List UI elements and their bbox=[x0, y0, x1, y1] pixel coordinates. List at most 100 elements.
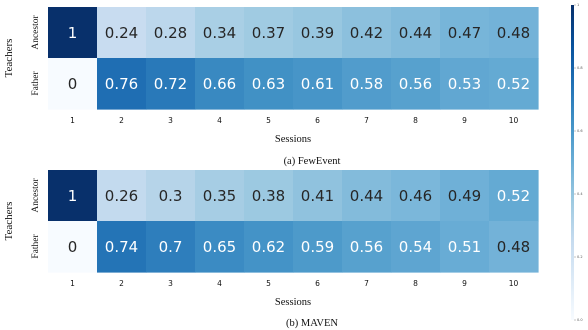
cell-value-label: 0.54 bbox=[399, 238, 432, 256]
row-label: Ancestor bbox=[31, 178, 41, 213]
cell-value-label: 0.34 bbox=[203, 24, 236, 42]
cell-value-label: 0.51 bbox=[448, 238, 481, 256]
heatmap-cell bbox=[489, 170, 539, 222]
cell-value-label: 0.3 bbox=[159, 187, 183, 205]
heatmap-cell bbox=[244, 7, 294, 59]
heatmap-cell bbox=[195, 58, 245, 110]
heatmap-cell bbox=[195, 170, 245, 222]
heatmap-cell bbox=[97, 221, 147, 273]
column-tick-label: 1 bbox=[70, 116, 75, 125]
heatmap-cell bbox=[48, 7, 98, 59]
caption-maven: (b) MAVEN bbox=[286, 318, 338, 329]
heatmap-cell bbox=[48, 58, 98, 110]
row-label: Father bbox=[31, 71, 41, 96]
heatmap-cell bbox=[146, 170, 196, 222]
column-tick-label: 4 bbox=[217, 279, 222, 288]
column-tick-label: 10 bbox=[509, 116, 519, 125]
x-axis-label: Sessions bbox=[275, 134, 311, 145]
colorbar-tick-label: 1 bbox=[577, 3, 579, 7]
cell-value-label: 0.24 bbox=[105, 24, 138, 42]
heatmap-cell bbox=[391, 58, 441, 110]
cell-value-label: 0.62 bbox=[252, 238, 285, 256]
heatmap-cell bbox=[440, 7, 490, 59]
cell-value-label: 1 bbox=[68, 24, 78, 42]
column-tick-label: 9 bbox=[462, 116, 467, 125]
column-tick-label: 3 bbox=[168, 116, 173, 125]
heatmap-cell bbox=[195, 221, 245, 273]
colorbar-tick-label: 0.0 bbox=[577, 318, 583, 322]
cell-value-label: 0.48 bbox=[497, 24, 530, 42]
heatmap-cell bbox=[391, 7, 441, 59]
heatmap-panel-fewevent: 1 0.24 0.28 0.34 0.37 0.39 0.42 0.44 0.47 0.48 0 0.… bbox=[3, 7, 539, 145]
cell-value-label: 0.38 bbox=[252, 187, 285, 205]
heatmap-cell bbox=[244, 170, 294, 222]
heatmap-cell bbox=[391, 170, 441, 222]
colorbar: 1 0.8 0.6 0.4 0.2 0.0 bbox=[571, 3, 583, 322]
heatmap-cell bbox=[97, 58, 147, 110]
heatmap-panel-maven: 1 0.26 0.3 0.35 0.38 0.41 0.44 0.46 0.49 0.52 0 0.7… bbox=[3, 170, 539, 308]
heatmap-cell bbox=[48, 221, 98, 273]
cell-value-label: 0.44 bbox=[350, 187, 383, 205]
column-tick-label: 5 bbox=[266, 279, 271, 288]
column-tick-label: 7 bbox=[364, 116, 369, 125]
heatmap-cell bbox=[489, 221, 539, 273]
cell-value-label: 0.35 bbox=[203, 187, 236, 205]
cell-value-label: 0.66 bbox=[203, 75, 236, 93]
column-tick-label: 10 bbox=[509, 279, 519, 288]
cell-value-label: 0.65 bbox=[203, 238, 236, 256]
x-axis-label: Sessions bbox=[275, 297, 311, 308]
heatmap-cell bbox=[97, 170, 147, 222]
cell-value-label: 0.61 bbox=[301, 75, 334, 93]
cell-value-label: 0.39 bbox=[301, 24, 334, 42]
heatmap-cell bbox=[195, 7, 245, 59]
heatmap-cell bbox=[293, 221, 343, 273]
column-tick-label: 8 bbox=[413, 279, 418, 288]
y-axis-label: Teachers bbox=[3, 202, 15, 241]
heatmap-cell bbox=[391, 221, 441, 273]
column-tick-label: 4 bbox=[217, 116, 222, 125]
cell-value-label: 0.44 bbox=[399, 24, 432, 42]
column-tick-label: 6 bbox=[315, 279, 320, 288]
cell-value-label: 0.58 bbox=[350, 75, 383, 93]
heatmap-cell bbox=[146, 7, 196, 59]
column-tick-label: 2 bbox=[119, 279, 124, 288]
heatmap-cell bbox=[146, 221, 196, 273]
heatmap-cell bbox=[342, 221, 392, 273]
heatmap-cell bbox=[293, 7, 343, 59]
heatmap-cell bbox=[244, 221, 294, 273]
cell-value-label: 0.37 bbox=[252, 24, 285, 42]
cell-value-label: 0.63 bbox=[252, 75, 285, 93]
column-tick-label: 8 bbox=[413, 116, 418, 125]
cell-value-label: 0.41 bbox=[301, 187, 334, 205]
colorbar-tick-label: 0.8 bbox=[577, 66, 583, 70]
y-axis-label: Teachers bbox=[3, 39, 15, 78]
heatmap-cell bbox=[48, 170, 98, 222]
heatmap-cell bbox=[146, 58, 196, 110]
colorbar-tick-label: 0.4 bbox=[577, 192, 583, 196]
heatmap-cell bbox=[244, 58, 294, 110]
cell-value-label: 0.72 bbox=[154, 75, 187, 93]
cell-value-label: 0.46 bbox=[399, 187, 432, 205]
cell-value-label: 0.53 bbox=[448, 75, 481, 93]
column-tick-label: 6 bbox=[315, 116, 320, 125]
heatmap-cell bbox=[489, 58, 539, 110]
cell-value-label: 0 bbox=[68, 75, 78, 93]
colorbar-tick-label: 0.6 bbox=[577, 129, 583, 133]
cell-value-label: 0.42 bbox=[350, 24, 383, 42]
heatmap-cell bbox=[342, 58, 392, 110]
row-label: Ancestor bbox=[31, 15, 41, 50]
column-tick-label: 3 bbox=[168, 279, 173, 288]
heatmap-cell bbox=[342, 170, 392, 222]
caption-fewevent: (a) FewEvent bbox=[284, 156, 341, 167]
heatmap-cell bbox=[293, 58, 343, 110]
cell-value-label: 0.48 bbox=[497, 238, 530, 256]
column-tick-label: 5 bbox=[266, 116, 271, 125]
heatmap-cell bbox=[342, 7, 392, 59]
cell-value-label: 1 bbox=[68, 187, 78, 205]
cell-value-label: 0.26 bbox=[105, 187, 138, 205]
cell-value-label: 0.28 bbox=[154, 24, 187, 42]
column-tick-label: 7 bbox=[364, 279, 369, 288]
column-tick-label: 1 bbox=[70, 279, 75, 288]
cell-value-label: 0.56 bbox=[350, 238, 383, 256]
